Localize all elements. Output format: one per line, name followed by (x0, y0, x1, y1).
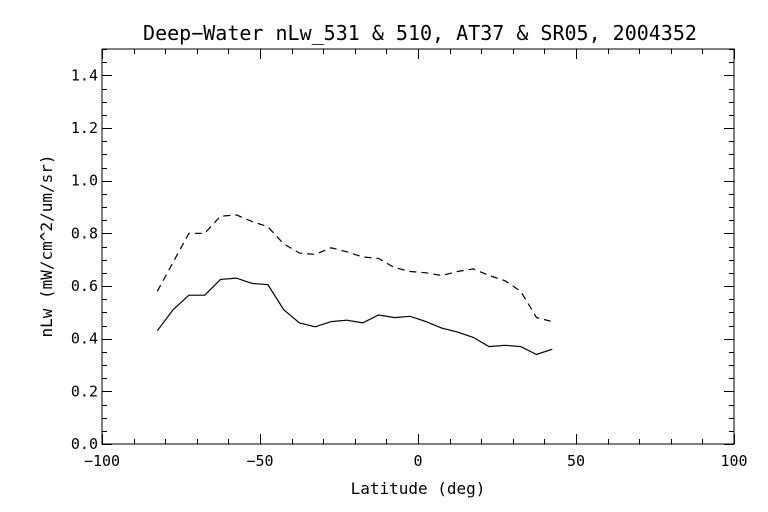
solid-series-line (156, 277, 553, 356)
chart-title: Deep−Water nLw_531 & 510, AT37 & SR05, 2… (143, 21, 697, 45)
x-tick-labels: −100 −50 0 50 100 (84, 452, 748, 470)
axis-ticks (102, 49, 735, 445)
y-tick-label: 0.2 (71, 382, 98, 400)
y-tick-label: 1.0 (71, 172, 98, 190)
x-tick-label: 50 (567, 452, 585, 470)
plot-frame (101, 48, 735, 445)
y-tick-label: 0.8 (71, 224, 98, 242)
y-tick-label: 0.4 (71, 330, 98, 348)
x-tick-label: −100 (84, 452, 120, 470)
dashed-series-line (156, 214, 553, 323)
y-tick-label: 0.0 (71, 435, 98, 453)
y-tick-label: 1.2 (71, 119, 98, 137)
x-tick-label: −50 (246, 452, 273, 470)
y-axis-label: nLw (mW/cm^2/um/sr) (37, 154, 56, 337)
x-tick-label: 100 (720, 452, 747, 470)
y-tick-label: 1.4 (71, 66, 98, 84)
y-tick-labels: 0.0 0.2 0.4 0.6 0.8 1.0 1.2 1.4 (71, 66, 98, 453)
series-lines (156, 214, 553, 356)
x-axis-label: Latitude (deg) (351, 479, 486, 498)
y-tick-label: 0.6 (71, 277, 98, 295)
x-tick-label: 0 (413, 452, 422, 470)
